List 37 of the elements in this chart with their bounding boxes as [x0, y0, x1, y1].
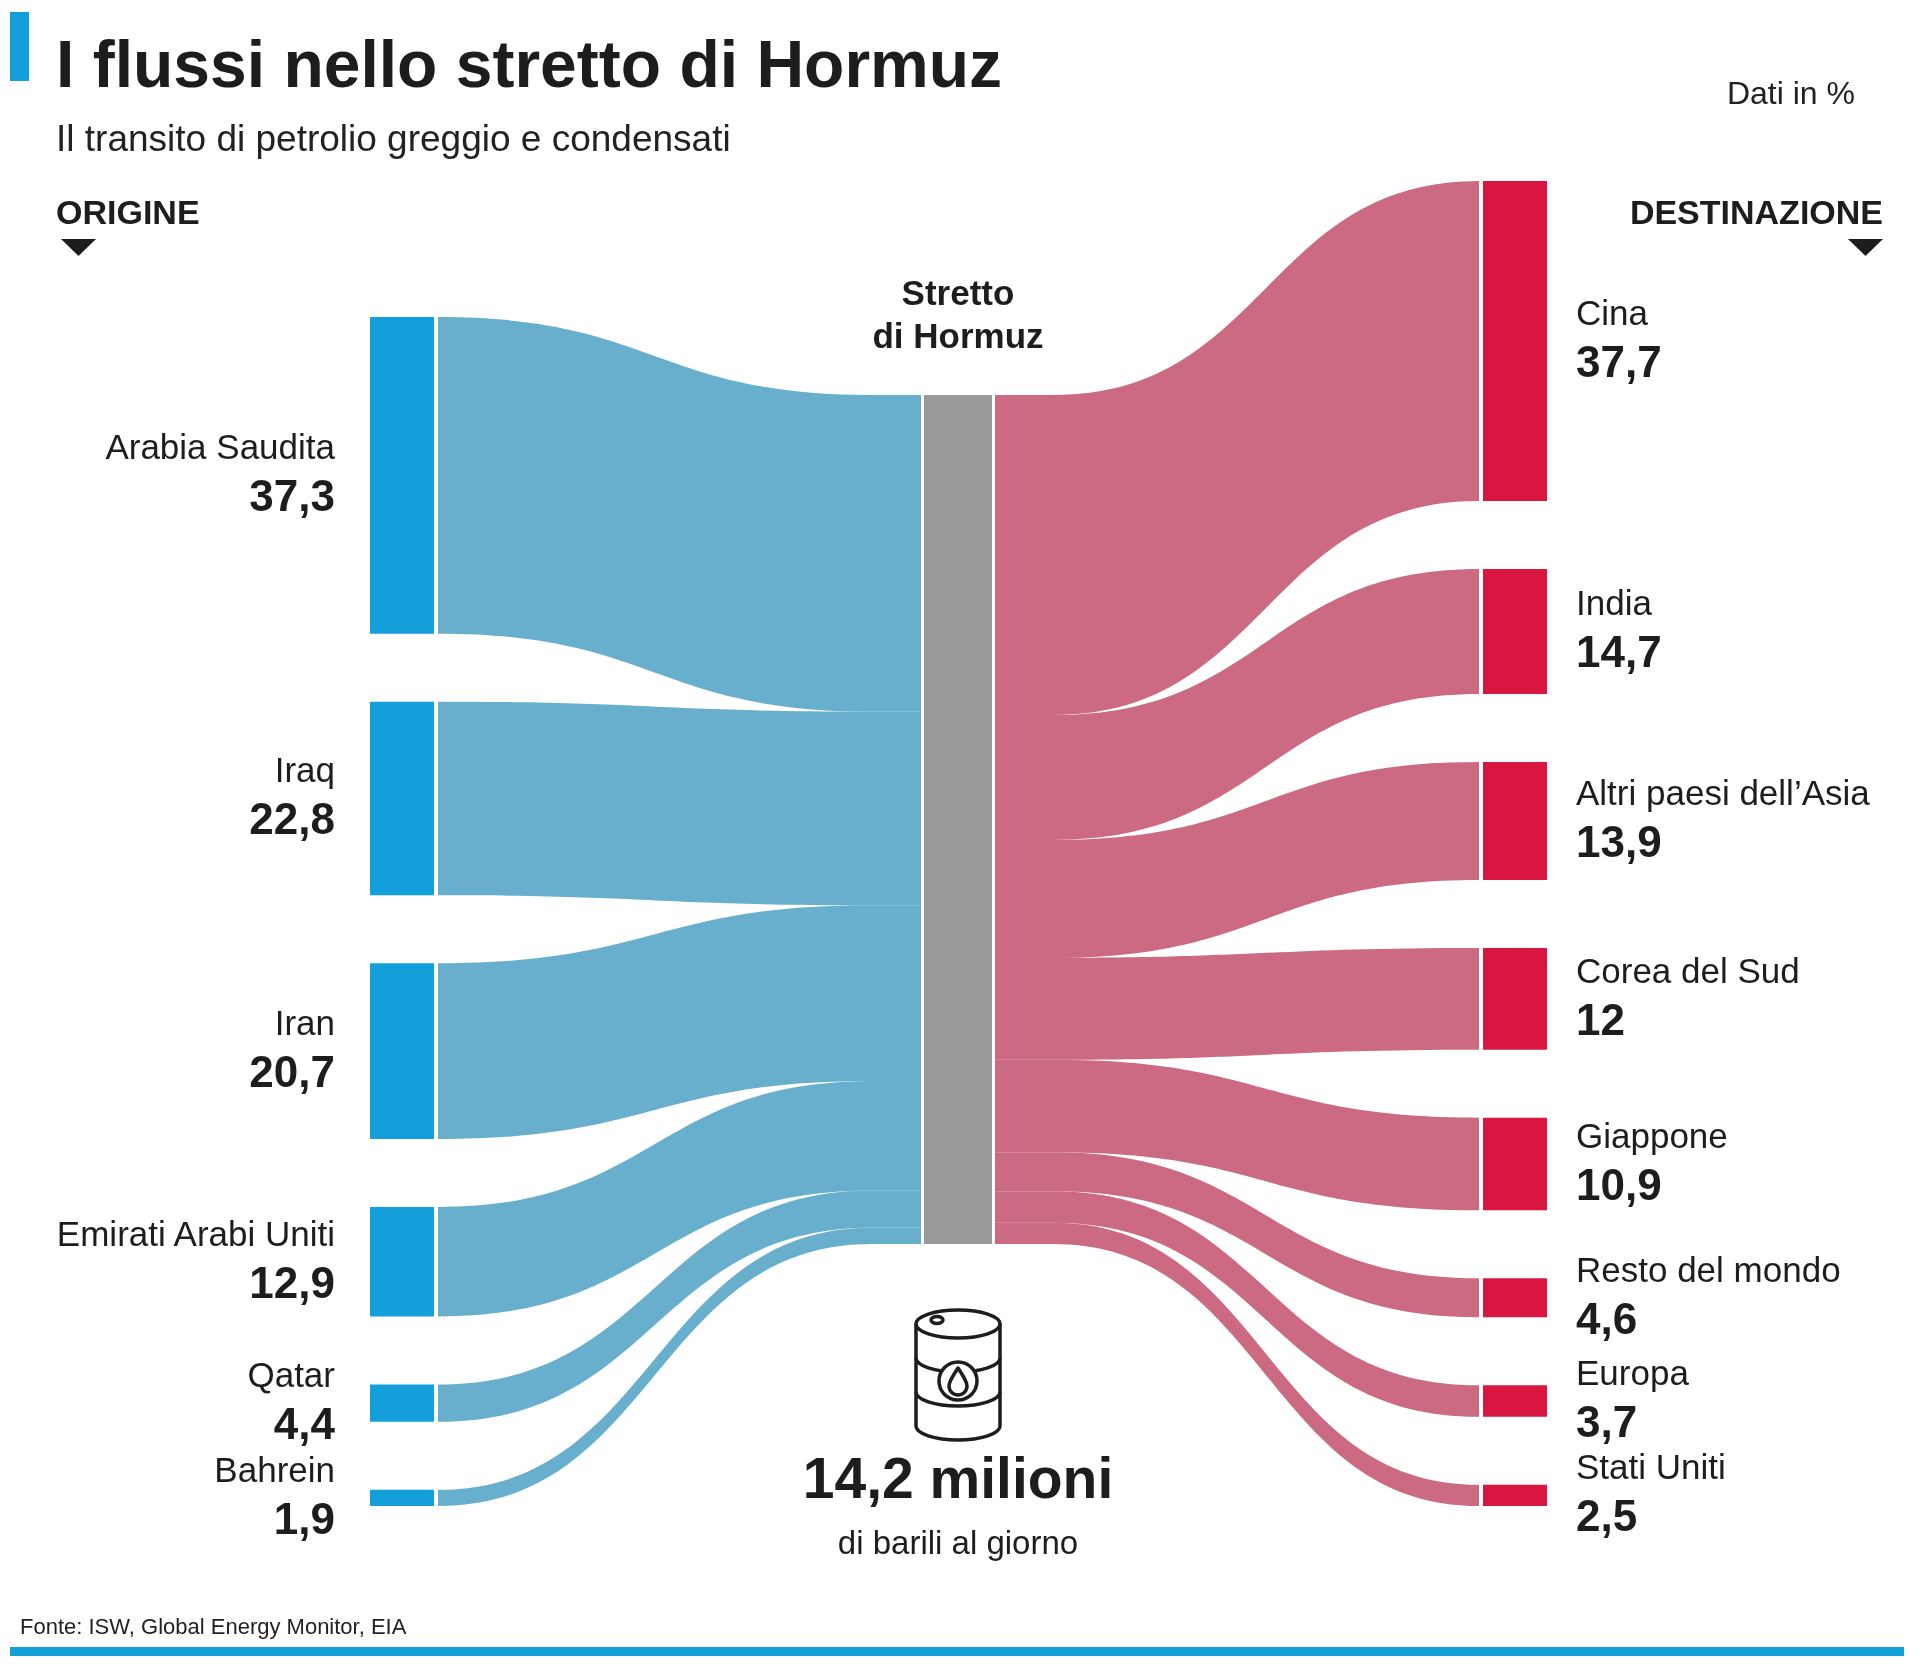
data-label: 37,3: [249, 471, 335, 522]
text: Dati in %: [1726, 74, 1855, 113]
category-label: Bahrein: [214, 1449, 335, 1490]
category-label: Qatar: [247, 1355, 335, 1396]
category-label: Emirati Arabi Uniti: [56, 1213, 335, 1254]
data-label: 3,7: [1576, 1397, 1638, 1448]
text: di barili al giorno: [837, 1524, 1079, 1562]
data-label: 37,7: [1576, 337, 1662, 388]
category-label: Altri paesi dell’Asia: [1576, 772, 1870, 813]
data-label: 10,9: [1576, 1160, 1662, 1211]
data-label: 14,7: [1576, 627, 1662, 678]
data-label: 22,8: [249, 794, 335, 845]
data-label: 13,9: [1576, 816, 1662, 867]
data-label: 4,4: [273, 1399, 335, 1450]
category-label: Iraq: [274, 750, 335, 791]
data-label: 12: [1576, 994, 1625, 1045]
category-label: Iran: [274, 1003, 335, 1044]
data-label: 20,7: [249, 1047, 335, 1098]
text: I flussi nello stretto di Hormuz: [56, 26, 1003, 102]
category-label: Resto del mondo: [1576, 1249, 1841, 1290]
text: Il transito di petrolio greggio e condensati: [56, 117, 731, 161]
category-label: Corea del Sud: [1576, 950, 1800, 991]
category-label: India: [1576, 583, 1652, 624]
source-note: Fonte: ISW, Global Energy Monitor, EIA: [20, 1613, 407, 1641]
data-label: 2,5: [1576, 1491, 1638, 1542]
category-label: Arabia Saudita: [105, 427, 335, 468]
text: 14,2 milioni: [802, 1445, 1114, 1510]
category-label: Stati Uniti: [1576, 1447, 1726, 1488]
data-label: 1,9: [273, 1493, 335, 1544]
category-label: Cina: [1576, 293, 1648, 334]
text: Stretto di Hormuz: [872, 272, 1044, 355]
text: DESTINAZIONE: [1629, 192, 1883, 232]
text: ORIGINE: [56, 192, 200, 232]
category-label: Europa: [1576, 1353, 1689, 1394]
data-label: 12,9: [249, 1257, 335, 1308]
data-label: 4,6: [1576, 1293, 1638, 1344]
category-label: Giappone: [1576, 1116, 1728, 1157]
